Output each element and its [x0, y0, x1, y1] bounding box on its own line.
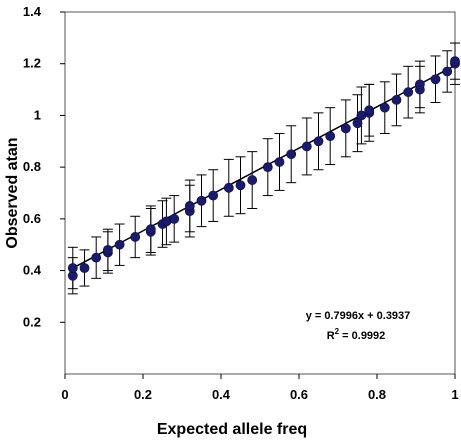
data-point: [247, 175, 258, 185]
data-point: [414, 79, 425, 90]
data-point: [67, 263, 78, 273]
data-point: [184, 201, 195, 211]
data-point: [262, 162, 273, 173]
x-tick-label: 0.8: [368, 387, 386, 402]
data-point: [208, 190, 219, 201]
data-point: [286, 149, 297, 160]
data-point: [145, 224, 156, 235]
data-point: [103, 244, 113, 255]
r2-prefix: R: [327, 330, 335, 342]
r2-value: = 0.9992: [339, 330, 385, 342]
equation-annotation: y = 0.7996x + 0.3937: [306, 310, 411, 322]
data-point: [274, 157, 285, 167]
data-point: [301, 141, 312, 152]
data-points: [67, 56, 460, 281]
data-point: [403, 87, 414, 98]
data-point: [91, 252, 102, 263]
x-tick-label: 0.6: [290, 387, 308, 402]
x-axis-ticks: 0 0.2 0.4 0.6 0.8 1: [61, 374, 459, 402]
x-tick-label: 1: [451, 387, 458, 402]
r-squared-annotation: R2 = 0.9992: [327, 327, 386, 342]
data-point: [130, 232, 141, 242]
y-tick-label: 0.2: [23, 314, 41, 329]
data-point: [391, 95, 402, 105]
y-tick-label: 0.4: [23, 263, 42, 278]
y-tick-label: 0.6: [23, 211, 41, 226]
y-tick-label: 0.8: [23, 159, 41, 174]
data-point: [235, 180, 246, 191]
data-point: [79, 263, 90, 273]
data-point: [340, 123, 351, 134]
data-point: [325, 131, 336, 142]
x-tick-label: 0: [61, 387, 68, 402]
x-tick-label: 0.2: [134, 387, 152, 402]
data-point: [442, 66, 453, 77]
data-point: [364, 105, 375, 116]
y-axis-label: Observed atan: [4, 137, 21, 248]
data-point: [223, 182, 234, 193]
plot-area: [64, 11, 456, 375]
data-point: [313, 136, 324, 147]
data-point: [450, 56, 460, 67]
data-point: [196, 195, 207, 206]
y-tick-label: 1.2: [23, 56, 41, 71]
y-tick-label: 1.4: [23, 4, 42, 19]
y-tick-label: 1: [34, 107, 41, 122]
data-point: [169, 213, 180, 224]
x-axis-label: Expected allele freq: [157, 421, 307, 438]
x-tick-label: 0.4: [212, 387, 231, 402]
r2-superscript: 2: [335, 327, 340, 336]
data-point: [430, 74, 441, 85]
data-point: [379, 102, 390, 113]
data-point: [352, 118, 363, 129]
y-axis-ticks: 0.2 0.4 0.6 0.8 1 1.2 1.4: [23, 4, 65, 329]
data-point: [114, 239, 125, 250]
